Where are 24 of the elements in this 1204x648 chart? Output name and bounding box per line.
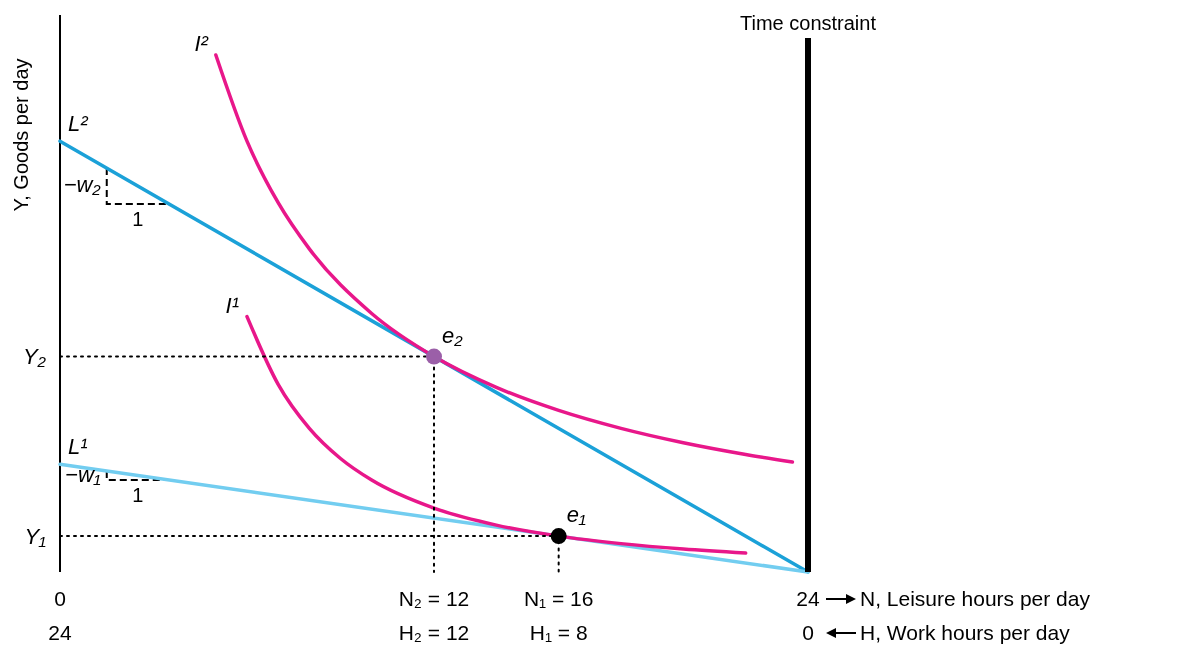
annotation: Y₁ bbox=[24, 523, 47, 549]
series-label: e₂ bbox=[442, 322, 464, 348]
annotation: −w₁ bbox=[65, 461, 101, 487]
x2-tick-label: H₂ = 12 bbox=[398, 621, 470, 644]
y-axis-title: Y, Goods per day bbox=[10, 58, 32, 212]
x2-tick-label: 24 bbox=[48, 621, 72, 644]
annotation: 1 bbox=[132, 484, 144, 507]
annotation: −w₂ bbox=[63, 172, 102, 198]
annotation: 1 bbox=[132, 208, 144, 231]
x-axis-title: N, Leisure hours per day bbox=[860, 587, 1091, 610]
series-label: I¹ bbox=[225, 292, 239, 318]
series-label: L² bbox=[68, 111, 89, 137]
x-tick-label: N₂ = 12 bbox=[398, 587, 470, 610]
x2-tick-label: 0 bbox=[802, 621, 814, 644]
ref-line-label: Time constraint bbox=[740, 12, 877, 34]
annotation: Y₂ bbox=[22, 344, 47, 370]
x-tick-label: 0 bbox=[54, 587, 66, 610]
series-label: L¹ bbox=[68, 434, 88, 460]
series-label: I² bbox=[194, 31, 209, 56]
x2-tick-label: H₁ = 8 bbox=[529, 621, 588, 644]
series-label: e₁ bbox=[566, 502, 586, 528]
x-tick-label: N₁ = 16 bbox=[523, 587, 594, 610]
x2-axis-title: H, Work hours per day bbox=[860, 621, 1071, 644]
x-tick-label: 24 bbox=[796, 587, 820, 610]
